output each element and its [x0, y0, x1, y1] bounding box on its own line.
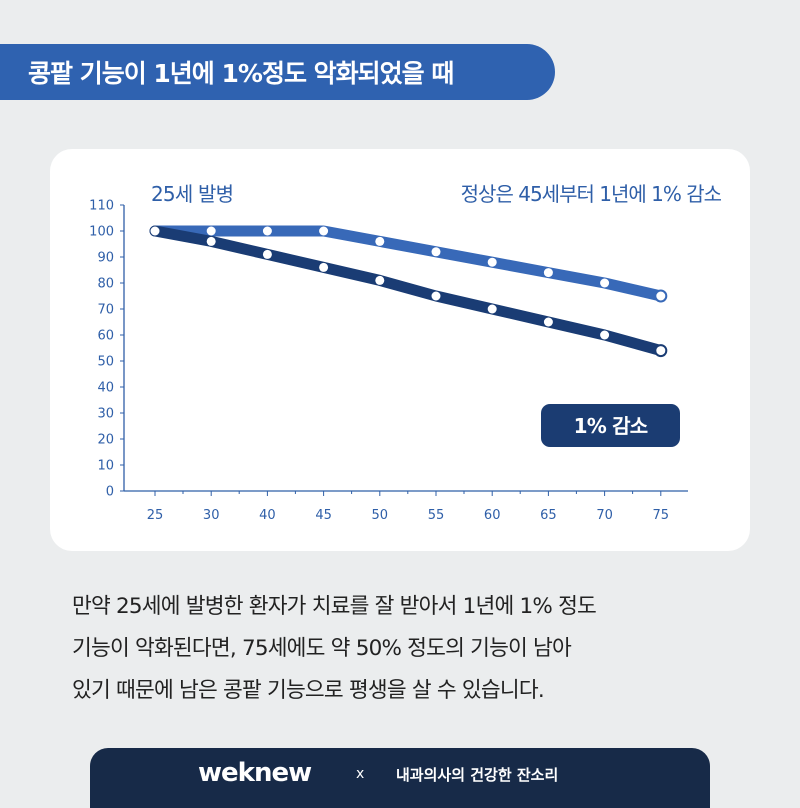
series-2-point — [431, 291, 441, 301]
y-tick-label: 30 — [97, 407, 114, 422]
series-2-point — [375, 275, 385, 285]
x-tick-label: 65 — [540, 508, 557, 523]
y-tick-label: 10 — [97, 459, 114, 474]
y-tick-label: 70 — [97, 303, 114, 318]
x-tick-label: 70 — [596, 508, 613, 523]
y-tick-label: 100 — [89, 225, 114, 240]
description-line-1: 만약 25세에 발병한 환자가 치료를 잘 받아서 1년에 1% 정도 — [72, 594, 597, 619]
description-line-2: 기능이 악화된다면, 75세에도 약 50% 정도의 기능이 남아 — [72, 636, 572, 661]
x-tick-label: 25 — [147, 508, 164, 523]
decline-badge-label: 1% 감소 — [574, 414, 648, 438]
series-1-point — [487, 257, 497, 267]
series-2-point — [487, 304, 497, 314]
series-1-point — [654, 289, 668, 303]
x-tick-label: 40 — [259, 508, 276, 523]
brand-logo: weknew — [198, 758, 312, 788]
y-tick-label: 80 — [97, 277, 114, 292]
description-line-3: 있기 때문에 남은 콩팥 기능으로 평생을 살 수 있습니다. — [72, 678, 545, 703]
collab-separator: x — [356, 766, 365, 782]
y-tick-label: 110 — [89, 199, 114, 214]
series-1-point — [375, 236, 385, 246]
series-2-point — [654, 344, 668, 358]
series-2-point — [600, 330, 610, 340]
chart-card: 0 10 20 30 40 50 60 70 80 90 100 110 25 30 40 45 50 55 60 6… — [50, 149, 750, 551]
page-title: 콩팥 기능이 1년에 1%정도 악화되었을 때 — [28, 59, 454, 88]
y-tick-label: 20 — [97, 433, 114, 448]
title-banner: 콩팥 기능이 1년에 1%정도 악화되었을 때 — [0, 44, 555, 100]
decline-badge — [541, 404, 680, 447]
y-tick-label: 60 — [97, 329, 114, 344]
series-2-point — [543, 317, 553, 327]
normal-decline-annotation: 정상은 45세부터 1년에 1% 감소 — [461, 182, 722, 206]
series-line-1 — [149, 225, 667, 302]
series-1-point — [262, 226, 272, 236]
series-2-point — [150, 226, 160, 236]
series-line-2 — [149, 225, 667, 357]
series-1-point — [206, 226, 216, 236]
x-tick-label: 50 — [372, 508, 389, 523]
onset-annotation: 25세 발병 — [151, 182, 233, 206]
series-1-point — [431, 247, 441, 257]
line-chart: 0 10 20 30 40 50 60 70 80 90 100 110 25 30 40 45 50 55 60 6… — [89, 182, 722, 523]
series-2-point — [206, 236, 216, 246]
footer-bar: weknew x 내과의사의 건강한 잔소리 — [90, 748, 710, 808]
y-tick-label: 90 — [97, 251, 114, 266]
series-2-point — [262, 249, 272, 259]
x-tick-label: 60 — [484, 508, 501, 523]
series-1-point — [319, 226, 329, 236]
series-subtitle: 내과의사의 건강한 잔소리 — [396, 766, 559, 784]
series-1-point — [600, 278, 610, 288]
x-tick-label: 55 — [428, 508, 445, 523]
series-1-point — [543, 268, 553, 278]
description: 만약 25세에 발병한 환자가 치료를 잘 받아서 1년에 1% 정도 기능이 … — [72, 586, 752, 712]
x-tick-label: 30 — [203, 508, 220, 523]
y-tick-label: 40 — [97, 381, 114, 396]
x-tick-label: 75 — [653, 508, 670, 523]
y-tick-label: 50 — [97, 355, 114, 370]
x-tick-label: 45 — [315, 508, 332, 523]
series-2-point — [319, 262, 329, 272]
y-tick-label: 0 — [106, 485, 114, 500]
